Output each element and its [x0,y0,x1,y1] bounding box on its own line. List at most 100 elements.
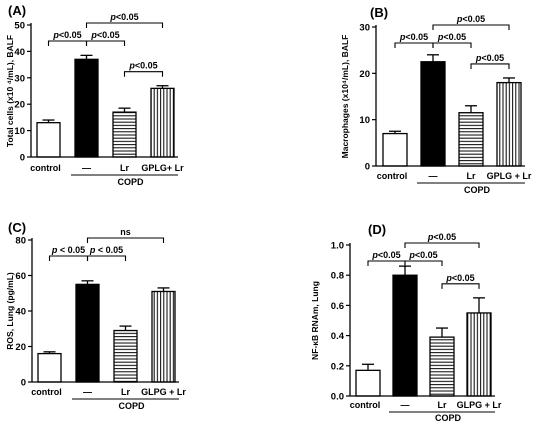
y-tick-label: 0.2 [331,361,344,372]
y-tick-label: 60 [15,271,26,282]
category-label: — [83,387,92,397]
significance-bracket [404,242,480,248]
y-tick-label: 0.0 [331,392,344,403]
significance-bracket [86,237,165,243]
significance-bracket [432,42,472,48]
category-label: GLPG + Lr [457,400,502,410]
y-tick-label: 40 [14,47,25,58]
category-label: Lr [120,163,129,173]
significance-bracket [394,42,434,48]
bar-black [420,61,446,167]
bar-hlines [429,336,455,397]
y-tick-label: 80 [15,236,26,247]
category-label: control [377,171,408,181]
panel-label: (A) [8,3,26,18]
category-label: control [31,387,62,397]
category-label: Lr [467,171,476,181]
significance-label: p < 0.05 [89,245,123,255]
chart-panel-c: (C) 0 20 40 60 80 ROS, Lung (pg/mL) control — Lr G… [5,220,186,411]
y-tick-label: 0 [20,153,25,164]
y-tick-label: 40 [15,307,26,318]
panel-label: (B) [370,5,388,20]
category-label: control [350,400,381,410]
panel-label: (D) [368,222,386,237]
significance-label: p<0.05 [427,232,456,242]
y-axis-label: NF-κB RNAm, Lung [310,281,320,360]
bar-hlines [113,329,138,383]
y-tick-label: 0.4 [331,331,345,342]
chart-panel-d: (D) 0.0 0.2 0.4 0.6 0.8 1.0 NF-κB RNAm, Lung con… [310,222,502,423]
bar-hlines [458,112,484,167]
y-tick-label: 30 [359,23,370,34]
bar-white [355,369,381,397]
category-label: — [401,400,410,410]
bar-vlines [466,312,492,397]
significance-label: p < 0.05 [51,245,85,255]
significance-bracket [48,255,89,261]
significance-label: p<0.05 [437,32,466,42]
significance-label: p<0.05 [90,30,119,40]
y-tick-label: 0.6 [331,301,344,312]
y-axis-label: ROS, Lung (pg/mL) [5,272,15,350]
bar-white [382,132,408,167]
group-label: COPD [435,413,462,423]
significance-label: p<0.05 [445,273,474,283]
significance-label: p<0.05 [52,30,81,40]
y-tick-label: 10 [14,126,25,137]
y-tick-label: 20 [359,69,370,80]
bar-black [392,274,418,397]
category-label: — [82,163,91,173]
y-tick-label: 50 [14,21,25,32]
significance-bracket [85,40,126,46]
y-axis-label: Total cells (x10 ⁴/mL), BALF [5,35,15,147]
significance-bracket [47,40,88,46]
significance-label: p<0.05 [408,250,437,260]
bar-hlines [112,111,137,158]
bar-white [36,122,61,158]
y-tick-label: 10 [359,115,370,126]
bar-black [74,58,99,158]
significance-bracket [432,24,510,30]
significance-bracket [86,255,127,261]
bar-white [37,352,62,383]
y-tick-label: 0 [21,378,26,389]
y-tick-label: 20 [15,342,26,353]
significance-bracket [470,63,510,69]
y-axis-label: Macrophages (x10⁴/mL), BALF [340,35,350,159]
group-label: COPD [117,177,144,187]
y-tick-label: 20 [14,100,25,111]
y-tick-label: 0.8 [331,271,344,282]
bar-vlines [150,87,175,158]
category-label: GPLG+ Lr [141,163,184,173]
significance-label: p<0.05 [371,250,400,260]
chart-panel-b: (B) 0 10 20 30 Macrophages (x10⁴/mL), BALF con… [340,5,532,195]
category-label: Lr [438,400,447,410]
category-label: — [429,171,438,181]
y-tick-label: 1.0 [331,241,344,252]
y-tick-label: 30 [14,73,25,84]
bar-vlines [496,81,522,167]
significance-bracket [123,71,164,77]
significance-bracket [441,283,480,289]
significance-bracket [85,22,164,28]
significance-label: ns [120,227,131,237]
group-label: COPD [464,185,491,195]
panel-label: (C) [8,220,26,235]
y-tick-label: 0 [365,162,370,173]
significance-label: p<0.05 [128,61,157,71]
significance-bracket [404,260,443,266]
category-label: GLPG + Lr [141,387,186,397]
group-label: COPD [118,401,145,411]
category-label: GPLG + Lr [487,171,532,181]
significance-bracket [367,260,406,266]
bar-vlines [151,290,176,383]
significance-label: p<0.05 [456,14,485,24]
chart-panel-a: (A) 0 10 20 30 40 50 Total cells (x10 ⁴/mL), BA… [5,3,184,187]
significance-label: p<0.05 [109,12,138,22]
category-label: Lr [121,387,130,397]
category-label: control [30,163,61,173]
significance-label: p<0.05 [475,53,504,63]
significance-label: p<0.05 [399,32,428,42]
bar-black [75,283,100,383]
